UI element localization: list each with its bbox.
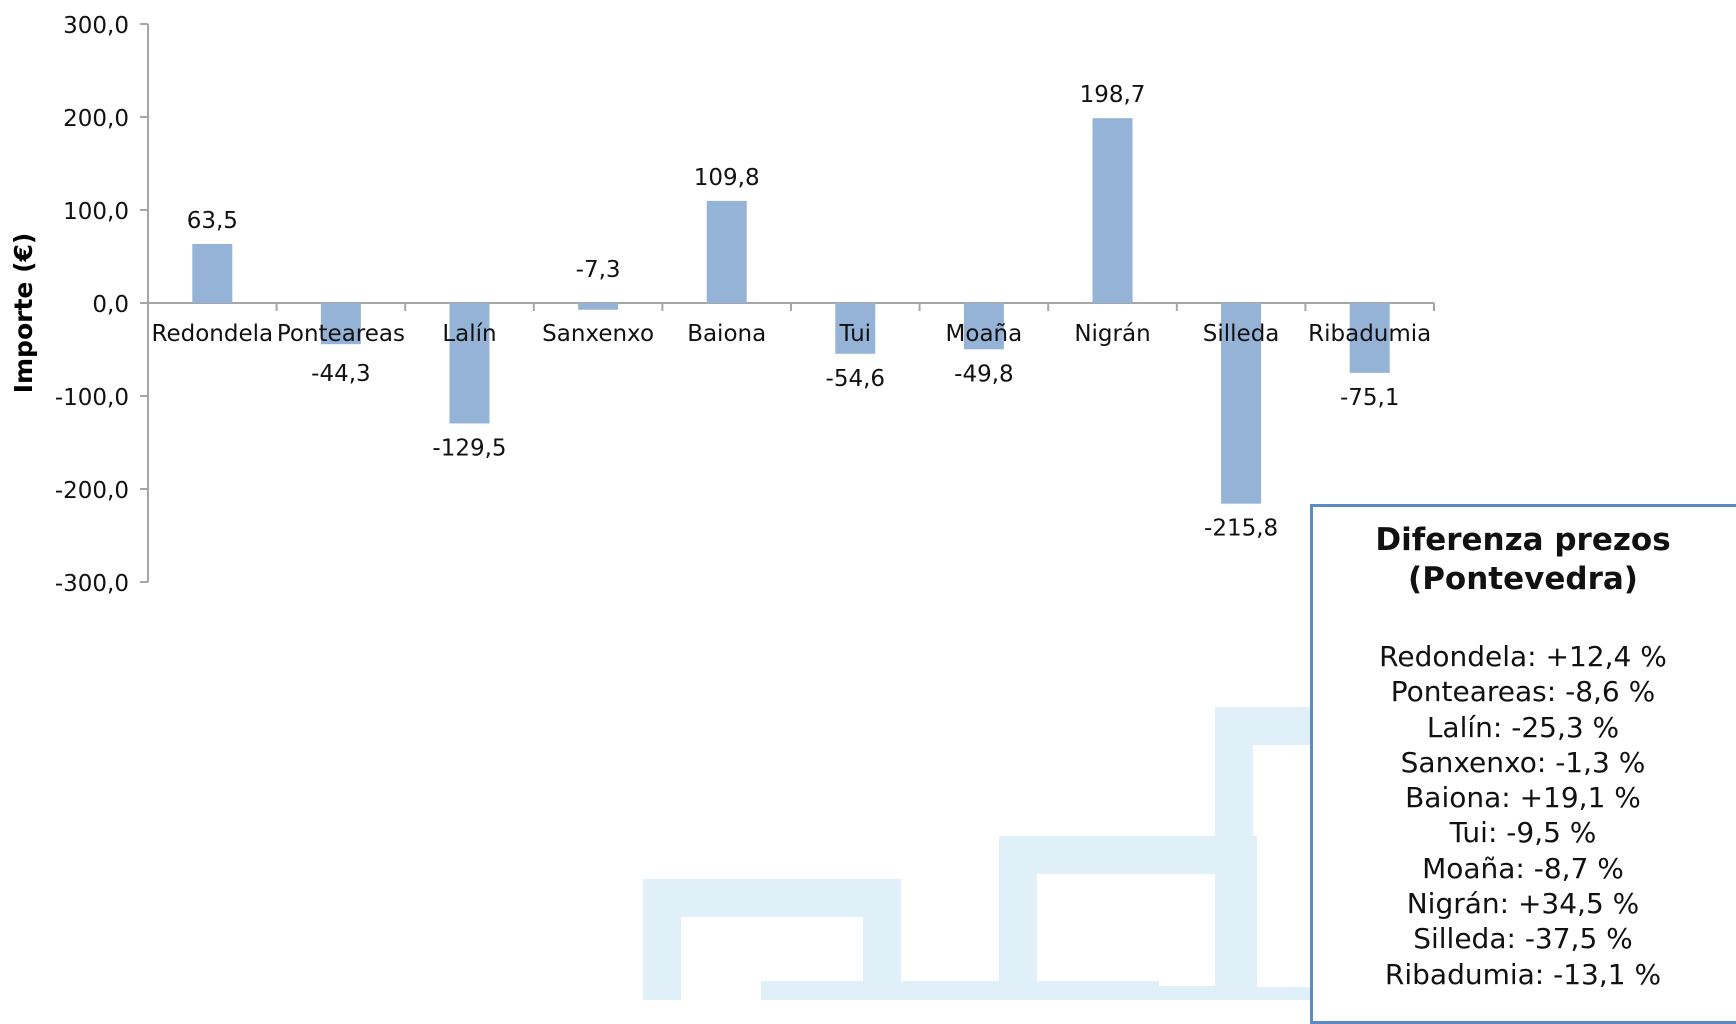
bar <box>449 303 490 424</box>
bar-value-label: -129,5 <box>432 435 506 461</box>
bar <box>1221 303 1262 504</box>
bar <box>835 303 876 354</box>
y-tick-label: -100,0 <box>55 385 129 411</box>
x-tick-label: Ponteareas <box>277 321 405 347</box>
info-box-list: Redondela: +12,4 % Ponteareas: -8,6 % La… <box>1313 639 1733 992</box>
bar <box>578 303 619 310</box>
bar-value-label: -44,3 <box>311 361 371 387</box>
y-tick-label: 100,0 <box>63 199 129 225</box>
bar-value-label: -75,1 <box>1340 385 1400 411</box>
y-tick-label: 200,0 <box>63 106 129 132</box>
info-line: Nigrán: +34,5 % <box>1406 887 1640 921</box>
x-tick-label: Ribadumia <box>1308 321 1431 347</box>
info-line: Tui: -9,5 % <box>1449 816 1597 850</box>
bar-value-label: -49,8 <box>954 361 1014 387</box>
bar-value-label: -54,6 <box>826 366 886 392</box>
bar <box>706 200 747 303</box>
x-tick-label: Silleda <box>1203 321 1280 347</box>
y-tick-label: 300,0 <box>63 13 129 39</box>
bar-value-label: 63,5 <box>187 208 238 234</box>
info-title-line-2: (Pontevedra) <box>1408 561 1638 597</box>
info-line: Redondela: +12,4 % <box>1379 640 1667 673</box>
bar-value-label: -7,3 <box>576 257 621 283</box>
bar <box>1349 303 1390 373</box>
bar <box>963 303 1004 350</box>
x-tick-label: Redondela <box>152 321 274 347</box>
bar <box>320 303 361 345</box>
x-tick-label: Tui <box>839 321 872 347</box>
bar-value-label: 198,7 <box>1080 82 1146 108</box>
chart-labels: Redondela 63,5 Ponteareas -44,3 Lalín -129,5 S… <box>152 82 1432 541</box>
price-difference-box: Diferenza prezos (Pontevedra) Redondela:… <box>1310 504 1736 1024</box>
info-line: Silleda: -37,5 % <box>1413 922 1633 956</box>
y-axis-label: Importe (€) <box>9 233 38 394</box>
y-tick-label: 0,0 <box>92 292 129 318</box>
x-tick-label: Baiona <box>687 321 766 347</box>
watermark-shape <box>643 879 901 1000</box>
x-tick-label: Sanxenxo <box>542 321 654 347</box>
chart: 300,0 200,0 100,0 0,0 -100,0 -200,0 -300,0 Red… <box>9 13 1435 1000</box>
background-watermark <box>643 707 1433 1000</box>
info-line: Ponteareas: -8,6 % <box>1390 675 1656 709</box>
bar <box>192 243 233 303</box>
bar-value-label: -215,8 <box>1204 516 1278 542</box>
chart-axes: 300,0 200,0 100,0 0,0 -100,0 -200,0 -300,0 <box>55 13 1435 597</box>
x-tick-label: Nigrán <box>1074 321 1150 347</box>
info-line: Moaña: -8,7 % <box>1422 851 1624 885</box>
info-line: Ribadumia: -13,1 % <box>1384 957 1662 991</box>
y-tick-label: -300,0 <box>55 571 129 597</box>
chart-bars <box>192 118 1390 504</box>
bar <box>1092 118 1133 303</box>
info-line: Sanxenxo: -1,3 % <box>1400 745 1646 779</box>
info-box-title: Diferenza prezos (Pontevedra) <box>1313 521 1733 599</box>
bar-value-label: 109,8 <box>694 165 760 191</box>
watermark-shape <box>999 836 1257 1000</box>
x-tick-label: Moaña <box>946 321 1023 347</box>
info-line: Baiona: +19,1 % <box>1405 781 1641 815</box>
x-tick-label: Lalín <box>442 321 496 347</box>
info-line: Lalín: -25,3 % <box>1426 710 1620 744</box>
info-title-line-1: Diferenza prezos <box>1375 522 1671 558</box>
y-tick-label: -200,0 <box>55 478 129 504</box>
